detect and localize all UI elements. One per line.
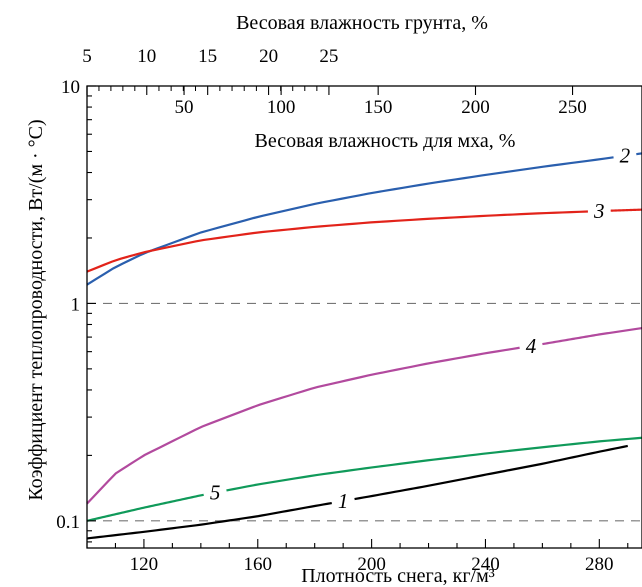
series-line-5	[86, 436, 642, 522]
inner-tick-label: 150	[364, 97, 393, 118]
top-tick-label: 25	[319, 46, 338, 67]
series-label-1: 1	[338, 489, 349, 513]
y-tick-label: 0.1	[56, 512, 80, 533]
curves	[86, 152, 642, 540]
x-tick-label: 120	[130, 554, 159, 575]
x-tick-label: 280	[585, 554, 614, 575]
top-tick-label: 5	[82, 46, 92, 67]
y-tick-label: 10	[61, 77, 80, 98]
series-label-2: 2	[620, 144, 631, 168]
reference-lines	[87, 302, 642, 522]
series-label-5: 5	[210, 481, 221, 505]
inner-axis-title: Весовая влажность для мха, %	[255, 130, 516, 152]
series-line-2	[86, 152, 642, 286]
series-label-3: 3	[593, 199, 605, 223]
x-tick-label: 240	[471, 554, 500, 575]
series-label-4: 4	[526, 334, 537, 358]
inner-tick-label: 50	[175, 97, 194, 118]
series-line-4	[86, 327, 642, 505]
series-line-3	[86, 208, 642, 273]
top-tick-label: 10	[137, 46, 156, 67]
curve-labels: 1 2 3 4 5	[210, 144, 631, 513]
inner-tick-label: 200	[461, 97, 490, 118]
top-tick-label: 15	[198, 46, 217, 67]
top-axis-title: Весовая влажность грунта, %	[236, 12, 488, 34]
x-tick-label: 160	[244, 554, 273, 575]
x-tick-label: 200	[357, 554, 386, 575]
top-tick-label: 20	[259, 46, 278, 67]
series-line-1	[86, 444, 628, 540]
plot-frame	[86, 85, 642, 549]
y-axis-title: Коэффициент теплопроводности, Вт/(м · °С…	[25, 119, 47, 500]
inner-tick-label: 250	[558, 97, 587, 118]
ticks	[86, 85, 629, 548]
inner-tick-label: 100	[267, 97, 296, 118]
y-tick-label: 1	[71, 294, 81, 315]
x-axis-title: Плотность снега, кг/м³	[301, 565, 495, 587]
